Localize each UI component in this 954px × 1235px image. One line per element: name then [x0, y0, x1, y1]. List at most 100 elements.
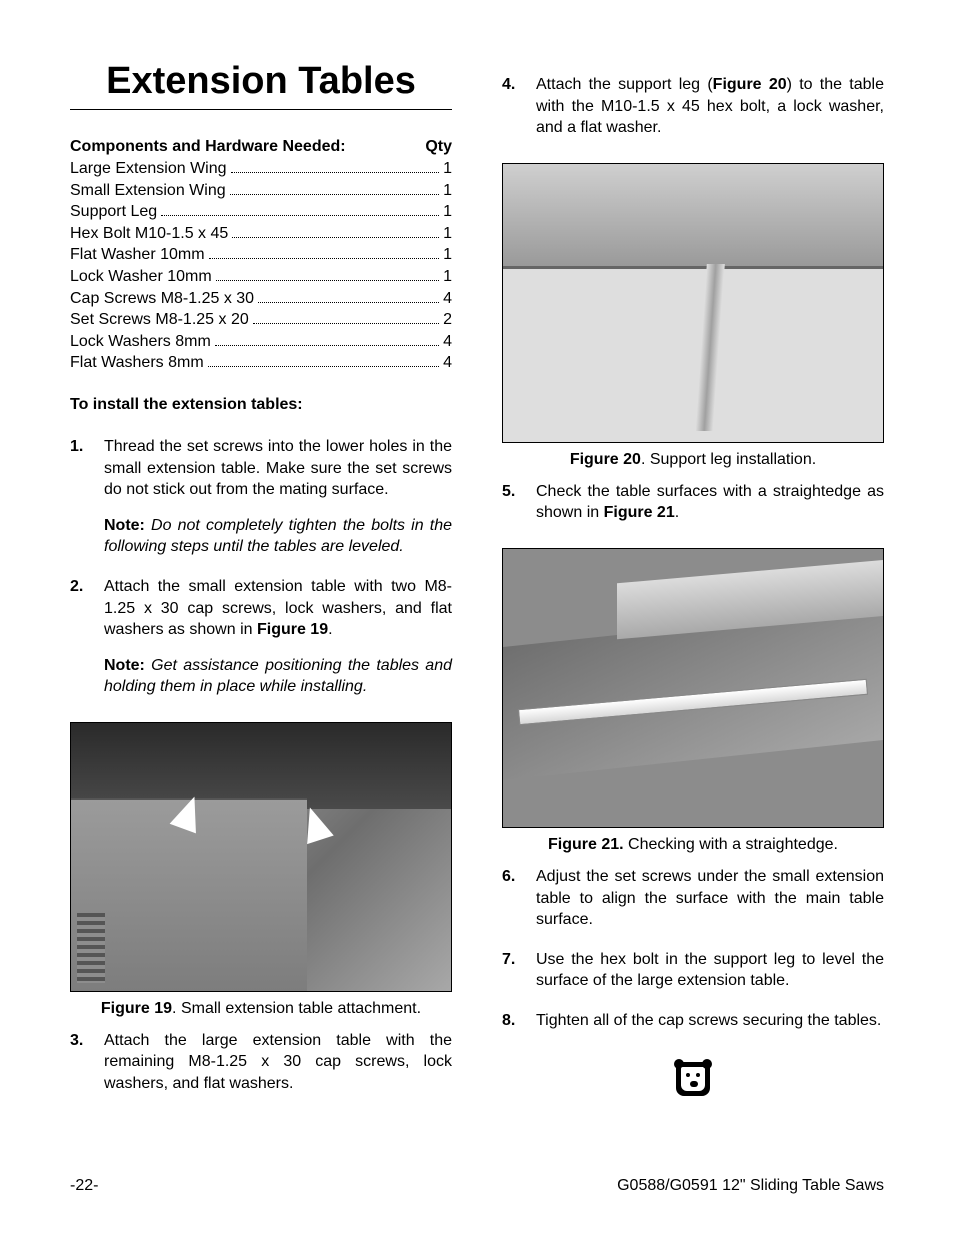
component-row: Lock Washer 10mm1 — [70, 266, 452, 288]
component-row: Support Leg 1 — [70, 201, 452, 223]
component-qty: 4 — [443, 352, 452, 374]
component-name: Set Screws M8-1.25 x 20 — [70, 309, 249, 331]
step-body: Check the table surfaces with a straight… — [536, 481, 884, 524]
step-text-a: Attach the support leg ( — [536, 76, 713, 93]
step-note: Note: Do not completely tighten the bolt… — [104, 515, 452, 558]
steps-right-1: 4. Attach the support leg (Figure 20) to… — [502, 74, 884, 157]
steps-right-3: 6. Adjust the set screws under the small… — [502, 866, 884, 1050]
figure-ref: Figure 19 — [257, 621, 328, 638]
section-end-ornament — [502, 1062, 884, 1096]
component-qty: 1 — [443, 158, 452, 180]
leader-dots — [209, 258, 440, 259]
figure-caption-text: . Support leg installation. — [641, 451, 816, 468]
section-title: Extension Tables — [70, 60, 452, 103]
step-text: Thread the set screws into the lower hol… — [104, 438, 452, 498]
step-5: 5. Check the table surfaces with a strai… — [502, 481, 884, 524]
component-name: Small Extension Wing — [70, 180, 226, 202]
step-body: Use the hex bolt in the support leg to l… — [536, 949, 884, 992]
step-body: Adjust the set screws under the small ex… — [536, 866, 884, 931]
figure-20: Figure 20. Support leg installation. — [502, 163, 884, 469]
component-row: Cap Screws M8-1.25 x 30 4 — [70, 288, 452, 310]
step-text-b: . — [675, 504, 679, 521]
step-body: Tighten all of the cap screws securing t… — [536, 1010, 884, 1032]
step-number: 8. — [502, 1010, 536, 1032]
leader-dots — [258, 302, 439, 303]
document-id: G0588/G0591 12" Sliding Table Saws — [617, 1177, 884, 1195]
component-name: Hex Bolt M10-1.5 x 45 — [70, 223, 228, 245]
step-note: Note: Get assistance positioning the tab… — [104, 655, 452, 698]
figure-label: Figure 19 — [101, 1000, 172, 1017]
steps-right-2: 5. Check the table surfaces with a strai… — [502, 481, 884, 542]
component-name: Flat Washer 10mm — [70, 244, 205, 266]
component-qty: 1 — [443, 201, 452, 223]
figure-ref: Figure 21 — [604, 504, 675, 521]
figure-ref: Figure 20 — [713, 76, 787, 93]
component-qty: 1 — [443, 223, 452, 245]
step-body: Attach the large extension table with th… — [104, 1030, 452, 1095]
figure-label: Figure 20 — [570, 451, 641, 468]
install-heading: To install the extension tables: — [70, 396, 452, 414]
component-qty: 4 — [443, 331, 452, 353]
components-header-label: Components and Hardware Needed: — [70, 138, 346, 156]
step-text-b: . — [328, 621, 332, 638]
bear-icon — [676, 1062, 710, 1096]
component-row: Small Extension Wing 1 — [70, 180, 452, 202]
step-number: 5. — [502, 481, 536, 524]
step-4: 4. Attach the support leg (Figure 20) to… — [502, 74, 884, 139]
figure-20-image — [502, 163, 884, 443]
page-footer: -22- G0588/G0591 12" Sliding Table Saws — [70, 1177, 884, 1195]
note-label: Note: — [104, 517, 145, 534]
step-number: 3. — [70, 1030, 104, 1095]
note-text: Get assistance positioning the tables an… — [104, 657, 452, 696]
step-number: 6. — [502, 866, 536, 931]
component-row: Set Screws M8-1.25 x 202 — [70, 309, 452, 331]
step-6: 6. Adjust the set screws under the small… — [502, 866, 884, 931]
steps-left: 1. Thread the set screws into the lower … — [70, 436, 452, 716]
leader-dots — [231, 172, 440, 173]
component-name: Cap Screws M8-1.25 x 30 — [70, 288, 254, 310]
component-name: Lock Washers 8mm — [70, 331, 211, 353]
steps-left-2: 3. Attach the large extension table with… — [70, 1030, 452, 1113]
step-body: Attach the small extension table with tw… — [104, 576, 452, 698]
component-name: Support Leg — [70, 201, 157, 223]
two-column-layout: Extension Tables Components and Hardware… — [70, 60, 884, 1153]
step-number: 2. — [70, 576, 104, 698]
component-qty: 4 — [443, 288, 452, 310]
leader-dots — [232, 237, 439, 238]
figure-21: Figure 21. Checking with a straightedge. — [502, 548, 884, 854]
figure-19-caption: Figure 19. Small extension table attachm… — [70, 1000, 452, 1018]
figure-19-image — [70, 722, 452, 992]
figure-20-caption: Figure 20. Support leg installation. — [502, 451, 884, 469]
components-list: Large Extension Wing1Small Extension Win… — [70, 158, 452, 374]
component-name: Large Extension Wing — [70, 158, 227, 180]
note-text: Do not completely tighten the bolts in t… — [104, 517, 452, 556]
step-number: 4. — [502, 74, 536, 139]
leader-dots — [215, 345, 439, 346]
step-2: 2. Attach the small extension table with… — [70, 576, 452, 698]
step-8: 8. Tighten all of the cap screws securin… — [502, 1010, 884, 1032]
page-number: -22- — [70, 1177, 98, 1195]
step-1: 1. Thread the set screws into the lower … — [70, 436, 452, 558]
right-column: 4. Attach the support leg (Figure 20) to… — [502, 60, 884, 1153]
note-label: Note: — [104, 657, 145, 674]
component-qty: 1 — [443, 244, 452, 266]
step-7: 7. Use the hex bolt in the support leg t… — [502, 949, 884, 992]
step-3: 3. Attach the large extension table with… — [70, 1030, 452, 1095]
leader-dots — [216, 280, 439, 281]
component-name: Flat Washers 8mm — [70, 352, 204, 374]
title-rule — [70, 109, 452, 110]
components-header: Components and Hardware Needed: Qty — [70, 138, 452, 156]
figure-21-image — [502, 548, 884, 828]
figure-caption-text: . Small extension table attachment. — [172, 1000, 421, 1017]
step-text-a: Check the table surfaces with a straight… — [536, 483, 884, 522]
page: Extension Tables Components and Hardware… — [0, 0, 954, 1235]
figure-label: Figure 21. — [548, 836, 624, 853]
figure-21-caption: Figure 21. Checking with a straightedge. — [502, 836, 884, 854]
component-row: Flat Washer 10mm 1 — [70, 244, 452, 266]
component-row: Hex Bolt M10-1.5 x 45 1 — [70, 223, 452, 245]
component-qty: 1 — [443, 180, 452, 202]
step-number: 7. — [502, 949, 536, 992]
component-row: Flat Washers 8mm 4 — [70, 352, 452, 374]
component-qty: 1 — [443, 266, 452, 288]
figure-19: Figure 19. Small extension table attachm… — [70, 722, 452, 1018]
